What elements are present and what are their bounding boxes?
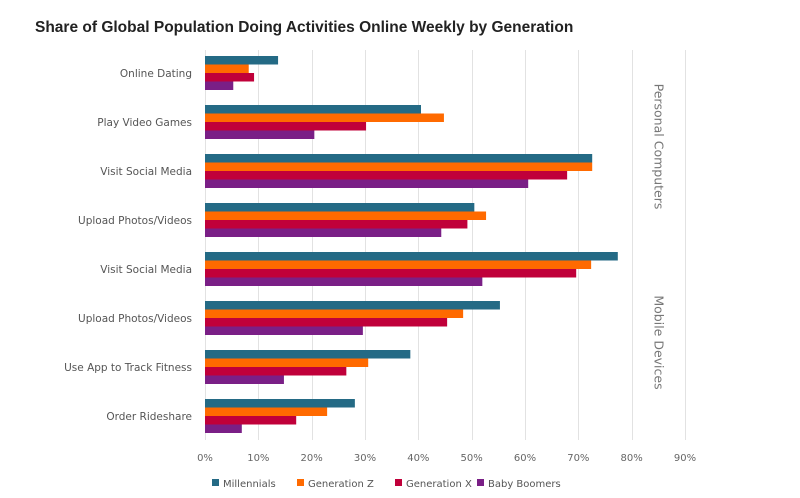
x-axis-ticks: 0% 10% 20% 30% 40% 50% 60% 70% 80% 90% — [197, 453, 696, 464]
category-label: Online Dating — [120, 68, 192, 80]
tick-label: 0% — [197, 453, 213, 464]
chart-title: Share of Global Population Doing Activit… — [35, 19, 573, 36]
bar-millennials — [205, 301, 500, 310]
tick-label: 70% — [567, 453, 589, 464]
category-labels: Online Dating Play Video Games Visit Socia… — [64, 68, 192, 423]
bar-baby-boomers — [205, 130, 315, 139]
bar-generation-x — [205, 269, 577, 278]
category-label: Use App to Track Fitness — [64, 362, 192, 374]
legend-swatch — [212, 479, 219, 486]
bar-baby-boomers — [205, 277, 483, 286]
legend-item: Generation X — [395, 479, 472, 490]
section-label: Personal Computers — [651, 84, 666, 210]
legend-swatch — [395, 479, 402, 486]
tick-label: 90% — [674, 453, 696, 464]
category-label: Order Rideshare — [106, 411, 192, 423]
legend-item: Baby Boomers — [477, 479, 561, 490]
bar-generation-z — [205, 309, 464, 318]
tick-label: 80% — [621, 453, 643, 464]
bar-baby-boomers — [205, 228, 442, 237]
bar-baby-boomers — [205, 375, 284, 384]
bar-generation-z — [205, 113, 444, 122]
legend-swatch — [477, 479, 484, 486]
bar-generation-z — [205, 162, 593, 171]
bar-generation-x — [205, 318, 448, 327]
tick-label: 30% — [354, 453, 376, 464]
bar-millennials — [205, 56, 279, 65]
tick-label: 20% — [301, 453, 323, 464]
legend-label: Generation Z — [308, 479, 374, 490]
bar-baby-boomers — [205, 424, 242, 433]
bar-baby-boomers — [205, 326, 363, 335]
tick-label: 50% — [461, 453, 483, 464]
section-labels: Personal Computers Mobile Devices — [651, 84, 666, 390]
bar-millennials — [205, 203, 475, 212]
category-label: Upload Photos/Videos — [78, 313, 192, 325]
bar-generation-x — [205, 367, 347, 376]
category-label: Upload Photos/Videos — [78, 215, 192, 227]
bar-millennials — [205, 105, 421, 114]
bar-millennials — [205, 154, 593, 163]
bar-generation-z — [205, 64, 249, 73]
legend: Millennials Generation Z Generation X Baby … — [212, 479, 561, 490]
bar-generation-x — [205, 122, 367, 131]
bar-generation-x — [205, 171, 568, 180]
category-label: Visit Social Media — [100, 166, 192, 178]
bar-millennials — [205, 399, 355, 408]
bar-generation-x — [205, 416, 297, 425]
bars — [205, 56, 618, 433]
category-label: Play Video Games — [97, 117, 192, 129]
bar-baby-boomers — [205, 81, 234, 90]
bar-generation-z — [205, 260, 592, 269]
bar-millennials — [205, 350, 411, 359]
bar-generation-z — [205, 407, 328, 416]
bar-millennials — [205, 252, 618, 261]
legend-label: Millennials — [223, 479, 276, 490]
legend-label: Generation X — [406, 479, 472, 490]
section-label: Mobile Devices — [651, 295, 666, 389]
legend-item: Generation Z — [297, 479, 374, 490]
legend-label: Baby Boomers — [488, 479, 561, 490]
tick-label: 60% — [514, 453, 536, 464]
legend-item: Millennials — [212, 479, 276, 490]
bar-generation-x — [205, 73, 255, 82]
bar-generation-z — [205, 358, 369, 367]
bar-generation-z — [205, 211, 487, 220]
category-label: Visit Social Media — [100, 264, 192, 276]
tick-label: 10% — [247, 453, 269, 464]
tick-label: 40% — [407, 453, 429, 464]
bar-baby-boomers — [205, 179, 529, 188]
legend-swatch — [297, 479, 304, 486]
bar-generation-x — [205, 220, 468, 229]
